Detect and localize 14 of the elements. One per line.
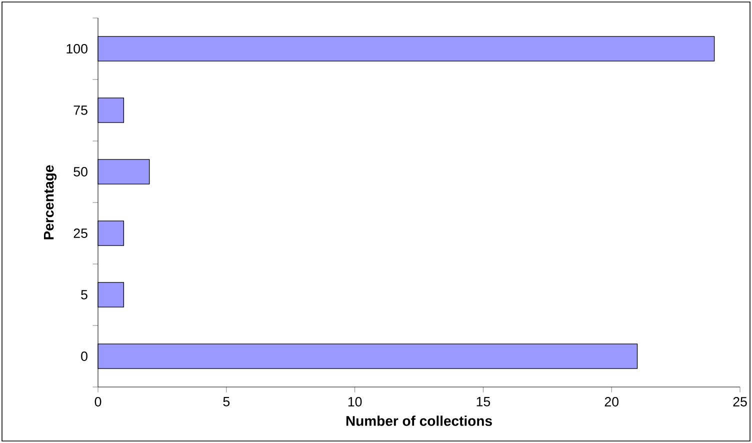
y-tick-label: 25 bbox=[74, 228, 88, 238]
y-tick-label: 0 bbox=[81, 352, 88, 361]
y-tick-label: 50 bbox=[74, 167, 88, 176]
y-tick-label: 75 bbox=[74, 106, 88, 115]
x-tick-label: 0 bbox=[94, 397, 102, 406]
x-tick-label: 15 bbox=[476, 397, 490, 406]
x-tick-label: 25 bbox=[733, 397, 747, 406]
x-tick-label: 5 bbox=[223, 397, 230, 406]
y-tick-label: 5 bbox=[81, 290, 88, 300]
y-tick-label: 100 bbox=[66, 44, 88, 54]
x-tick-label: 10 bbox=[348, 397, 362, 406]
y-axis-title: Percentage bbox=[44, 165, 57, 240]
x-tick-label: 20 bbox=[604, 397, 619, 406]
x-axis-title: Number of collections bbox=[346, 416, 492, 426]
